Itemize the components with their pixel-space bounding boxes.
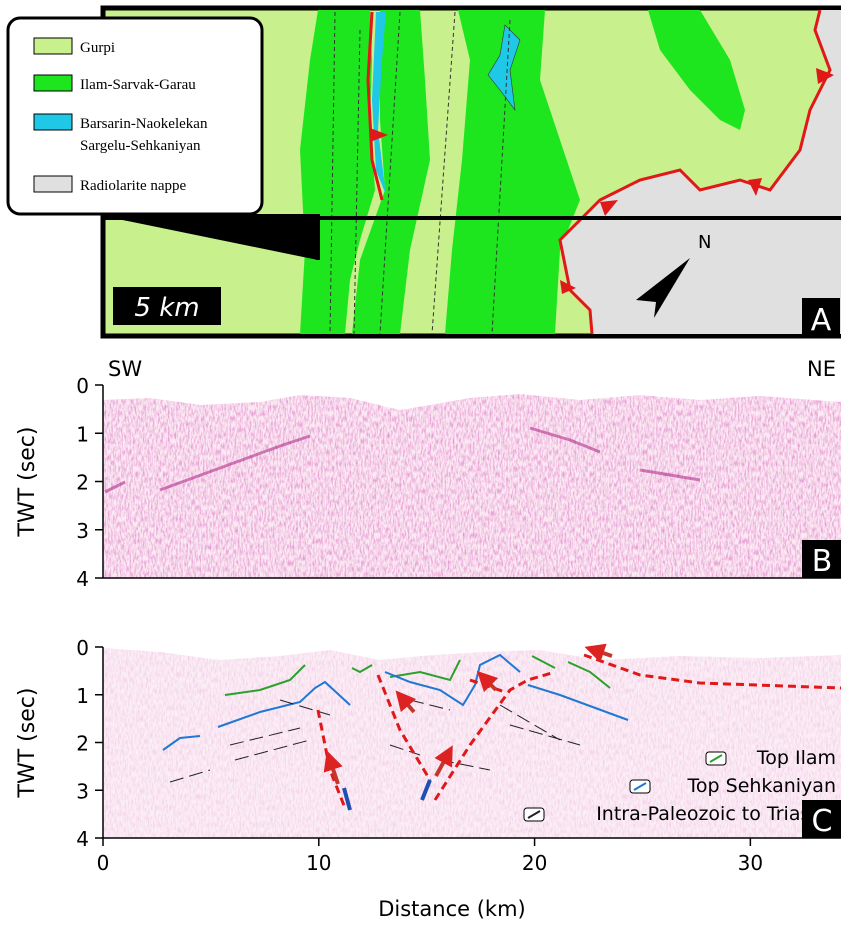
y-axis-title: TWT (sec)	[15, 427, 40, 538]
legend-label: Intra-Paleozoic to Triassic	[596, 803, 836, 825]
legend-swatch	[34, 75, 72, 91]
legend-label: Gurpi	[80, 40, 115, 56]
y-tick-label: 2	[76, 732, 89, 756]
legend-label: Ilam-Sarvak-Garau	[80, 77, 196, 93]
annotation: NE	[807, 357, 836, 381]
figure: Gurpi Ilam-Sarvak-Garau Barsarin-Naokele…	[0, 0, 841, 926]
y-tick-label: 4	[76, 827, 89, 851]
y-tick-label: 1	[76, 684, 89, 708]
legend-label: Radiolarite nappe	[80, 178, 187, 194]
x-tick-label: 10	[306, 851, 331, 875]
panel-label: A	[811, 303, 832, 338]
legend-label: Top Ilam	[756, 747, 836, 769]
x-tick-label: 20	[522, 851, 547, 875]
north-label: N	[698, 232, 711, 253]
legend-swatch	[34, 114, 72, 130]
scale-label: 5 km	[134, 293, 199, 323]
x-axis-title: Distance (km)	[378, 897, 526, 921]
x-tick-label: 30	[738, 851, 763, 875]
legend-label: Top Sehkaniyan	[687, 775, 836, 797]
legend-swatch	[34, 176, 72, 192]
y-tick-label: 0	[76, 374, 89, 398]
y-tick-label: 1	[76, 422, 89, 446]
legend-swatch	[34, 38, 72, 54]
y-tick-label: 0	[76, 636, 89, 660]
y-tick-label: 4	[76, 567, 89, 591]
y-tick-label: 3	[76, 779, 89, 803]
annotation: SW	[108, 357, 142, 381]
panel-label: C	[812, 804, 833, 839]
y-tick-label: 3	[76, 519, 89, 543]
legend-label: Barsarin-Naokelekan	[80, 116, 208, 132]
y-axis-title: TWT (sec)	[15, 688, 40, 799]
legend-label: Sargelu-Sehkaniyan	[80, 138, 201, 154]
seismic-image	[103, 385, 841, 578]
panel-label: B	[812, 544, 833, 579]
seismic-noise	[103, 385, 841, 578]
map: Gurpi Ilam-Sarvak-Garau Barsarin-Naokele…	[8, 8, 841, 338]
y-tick-label: 2	[76, 471, 89, 495]
x-tick-label: 0	[97, 851, 110, 875]
